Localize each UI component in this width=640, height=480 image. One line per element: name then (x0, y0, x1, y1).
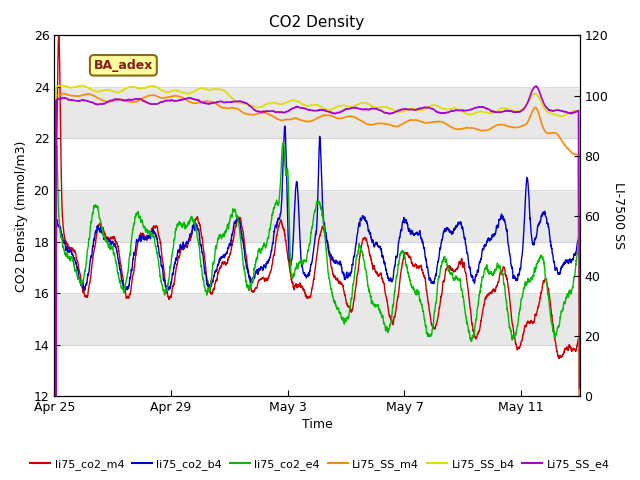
Y-axis label: LI-7500 SS: LI-7500 SS (612, 182, 625, 250)
X-axis label: Time: Time (301, 419, 332, 432)
Bar (54, 241, 580, 293)
Bar (54, 293, 580, 345)
Text: BA_adex: BA_adex (93, 59, 153, 72)
Bar (54, 139, 580, 190)
Bar (54, 36, 580, 87)
Bar (54, 345, 580, 396)
Bar (54, 190, 580, 241)
Legend: li75_co2_m4, li75_co2_b4, li75_co2_e4, Li75_SS_m4, Li75_SS_b4, Li75_SS_e4: li75_co2_m4, li75_co2_b4, li75_co2_e4, L… (26, 455, 614, 474)
Bar (54, 87, 580, 139)
Y-axis label: CO2 Density (mmol/m3): CO2 Density (mmol/m3) (15, 140, 28, 291)
Title: CO2 Density: CO2 Density (269, 15, 365, 30)
